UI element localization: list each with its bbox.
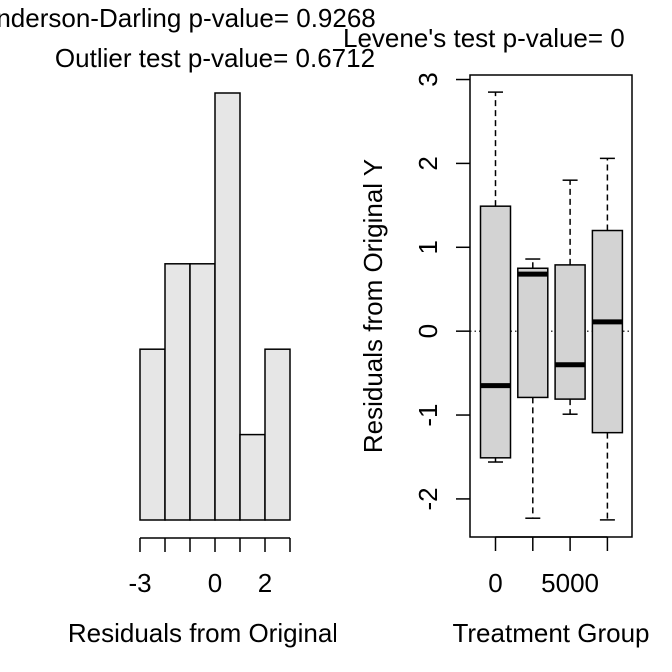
bar: [164, 263, 191, 521]
x-tick-label: -3: [128, 568, 151, 598]
bar: [264, 348, 291, 521]
chart-title: Anderson-Darling p-value= 0.9268: [0, 3, 376, 33]
y-tick-label: 3: [413, 72, 443, 86]
box: [591, 229, 624, 434]
x-tick-label: 5000: [541, 568, 599, 598]
box: [554, 264, 586, 400]
bar: [139, 348, 166, 521]
y-axis-title: Residuals from Original Y: [358, 159, 388, 453]
y-tick-label: -1: [413, 403, 443, 426]
chart-title: Levene's test p-value= 0: [343, 23, 625, 53]
x-axis-title: Residuals from Original Y: [68, 618, 362, 648]
bar: [189, 263, 216, 521]
box: [517, 267, 549, 399]
y-tick-label: 2: [413, 156, 443, 170]
y-tick-label: 0: [413, 324, 443, 338]
bar: [239, 433, 266, 521]
chart-subtitle: Outlier test p-value= 0.6712: [55, 43, 375, 73]
x-tick-label: 0: [208, 568, 222, 598]
y-tick-label: 1: [413, 240, 443, 254]
y-tick-label: -2: [413, 487, 443, 510]
x-tick-label: 2: [258, 568, 272, 598]
bar: [214, 92, 241, 521]
box: [479, 205, 512, 459]
x-tick-label: 0: [488, 568, 502, 598]
x-axis-title: Treatment Group: [452, 618, 649, 648]
